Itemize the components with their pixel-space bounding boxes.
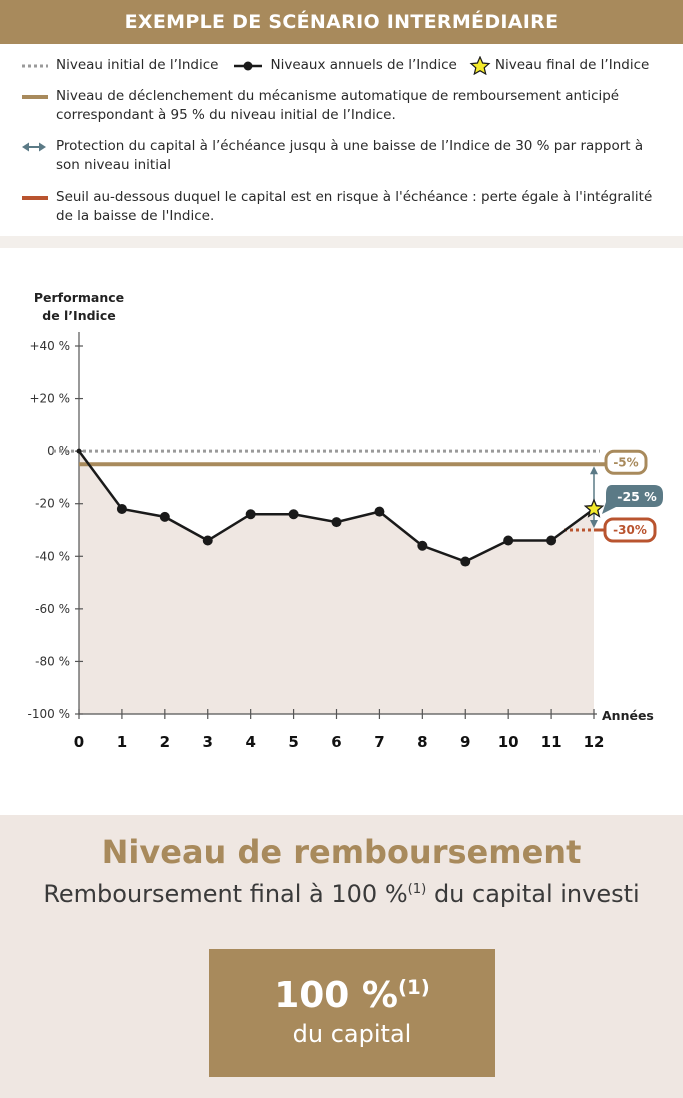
- data-point: [503, 535, 514, 546]
- y-tick-label: -80 %: [35, 654, 70, 668]
- legend-annual-label: Niveaux annuels de l’Indice: [270, 57, 457, 73]
- legend-row-4: Seuil au-dessous duquel le capital est e…: [20, 188, 652, 226]
- x-tick-label: 4: [245, 733, 255, 751]
- dotted-line-icon: [20, 56, 48, 75]
- legend-final-label: Niveau final de l’Indice: [494, 57, 650, 73]
- data-point: [288, 509, 299, 520]
- double-arrow-icon: [20, 137, 48, 156]
- result-subtitle-text: Remboursement final à 100 %: [43, 880, 408, 908]
- x-tick-label: 9: [460, 733, 470, 751]
- data-point: [374, 506, 385, 517]
- x-tick-label: 11: [541, 733, 562, 751]
- legend-row-3: Protection du capital à l’échéance jusqu…: [20, 137, 643, 175]
- data-point: [116, 503, 127, 514]
- data-point: [245, 509, 256, 520]
- legend-protection-line2: son niveau initial: [56, 157, 171, 173]
- y-axis-label-line1: Performance: [34, 290, 124, 305]
- separator: [0, 236, 683, 248]
- y-tick-label: +20 %: [29, 392, 70, 406]
- legend-initial-label: Niveau initial de l’Indice: [56, 57, 219, 73]
- legend-risk-line1: Seuil au-dessous duquel le capital est e…: [56, 189, 653, 205]
- page-header: EXEMPLE DE SCÉNARIO INTERMÉDIAIRE: [0, 0, 683, 44]
- legend-risk-line2: de la baisse de l'Indice.: [56, 208, 215, 224]
- legend-trigger-line1: Niveau de déclenchement du mécanisme aut…: [56, 88, 620, 104]
- result-subtitle-footnote: (1): [407, 882, 427, 897]
- header-title: EXEMPLE DE SCÉNARIO INTERMÉDIAIRE: [124, 11, 559, 33]
- final-annotation: -25 %: [602, 484, 663, 514]
- x-axis-label: Années: [602, 708, 654, 723]
- dot-line-icon: [234, 56, 263, 75]
- data-point: [417, 540, 428, 551]
- data-point: [331, 517, 342, 528]
- x-tick-label: 6: [331, 733, 341, 751]
- x-tick-label: 12: [584, 733, 605, 751]
- result-subtitle: Remboursement final à 100 %(1) du capita…: [0, 880, 683, 908]
- legend: Niveau initial de l’Indice Niveaux annue…: [0, 44, 683, 236]
- trigger-annotation: -5%: [604, 449, 648, 475]
- x-tick-label: 8: [417, 733, 427, 751]
- x-tick-label: 3: [203, 733, 213, 751]
- y-axis-label-line2: de l’Indice: [42, 308, 115, 323]
- data-point: [460, 556, 471, 567]
- x-tick-label: 5: [288, 733, 298, 751]
- x-tick-label: 0: [74, 733, 84, 751]
- x-axis: 0 1 2 3 4 5 6 7 8 9 10 11 12: [74, 709, 605, 751]
- data-point: [76, 448, 82, 454]
- result-value-footnote: (1): [397, 976, 430, 999]
- x-tick-label: 7: [374, 733, 384, 751]
- result-value-text: 100 %: [274, 975, 398, 1016]
- result-value: 100 %(1): [209, 975, 495, 1016]
- result-title: Niveau de remboursement: [101, 833, 582, 871]
- y-tick-label: -60 %: [35, 602, 70, 616]
- x-tick-label: 2: [160, 733, 170, 751]
- data-point: [159, 511, 170, 522]
- y-tick-label: -40 %: [35, 549, 70, 563]
- y-tick-label: -100 %: [28, 707, 70, 721]
- y-axis: +40 % +20 % 0 % -20 % -40 % -60 % -80 % -100 %: [28, 332, 83, 721]
- red-line-icon: [20, 188, 48, 207]
- legend-trigger-line2: correspondant à 95 % du niveau initial d…: [56, 107, 396, 123]
- y-tick-label: 0 %: [47, 444, 70, 458]
- final-level-star: [583, 498, 605, 518]
- data-point: [202, 535, 213, 546]
- result-box: 100 %(1) du capital: [209, 949, 495, 1077]
- legend-row-2: Niveau de déclenchement du mécanisme aut…: [20, 87, 619, 125]
- data-point: [546, 535, 557, 546]
- legend-protection-line1: Protection du capital à l’échéance jusqu…: [56, 138, 644, 154]
- gold-line-icon: [20, 87, 48, 106]
- y-tick-label: -20 %: [35, 497, 70, 511]
- star-icon: [469, 55, 491, 76]
- x-tick-label: 1: [117, 733, 127, 751]
- y-tick-label: +40 %: [29, 339, 70, 353]
- barrier-annotation-text: -30%: [613, 523, 647, 537]
- final-annotation-text: -25 %: [617, 489, 657, 504]
- legend-row-1: Niveau initial de l’Indice Niveaux annue…: [20, 55, 650, 76]
- result-subtitle-end: du capital investi: [426, 880, 640, 908]
- area-under-curve: [79, 451, 594, 714]
- performance-chart: Performance de l’Indice +40 % +20 % 0 % -20…: [28, 290, 663, 751]
- barrier-annotation: -30%: [603, 517, 657, 543]
- trigger-annotation-text: -5%: [613, 455, 638, 469]
- x-tick-label: 10: [498, 733, 519, 751]
- result-value-label: du capital: [292, 1020, 412, 1048]
